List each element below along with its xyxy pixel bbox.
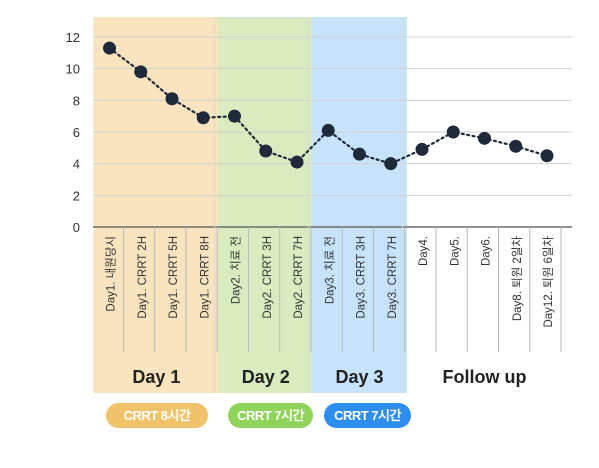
badge-day2-crrt: CRRT 7시간 (228, 403, 313, 428)
x-tick-label: Day3. 치료 전 (323, 236, 336, 304)
data-point (509, 139, 523, 153)
x-tick-label: Day3. CRRT 3H (356, 236, 368, 319)
x-tick-label: Day12. 퇴원 6일차 (541, 236, 555, 328)
group-label-1: Day 1 (132, 367, 180, 387)
data-point (165, 92, 179, 106)
x-tick-label: Day1. CRRT 8H (199, 236, 211, 319)
data-point (446, 125, 460, 139)
data-point (259, 144, 273, 158)
x-tick-label: Day2. CRRT 3H (262, 236, 274, 319)
series-line (108, 46, 549, 165)
x-tick-label: Day4. (418, 236, 430, 266)
x-tick-label: Day8. 퇴원 2일차 (510, 236, 524, 322)
group-label-3: Day 3 (335, 367, 383, 387)
y-tick-label: 6 (73, 125, 80, 140)
data-point (353, 147, 366, 161)
badge-day1-crrt: CRRT 8시간 (106, 403, 208, 428)
data-point (196, 111, 210, 125)
y-tick-label: 4 (73, 157, 80, 172)
x-tick-label: Day1. CRRT 2H (137, 236, 149, 319)
x-tick-label: Day1. 내원당시 (104, 236, 118, 312)
y-tick-label: 0 (73, 220, 80, 235)
data-point (134, 65, 148, 79)
group-band-3 (312, 17, 407, 393)
data-point (384, 157, 398, 171)
x-tick-label: Day2. CRRT 7H (293, 236, 305, 319)
x-tick-label: Day3. CRRT 7H (387, 236, 399, 319)
y-tick-label: 2 (73, 188, 80, 203)
group-band-2 (218, 17, 314, 393)
data-point (321, 123, 335, 137)
data-point (228, 109, 241, 123)
data-point (415, 142, 429, 156)
x-tick-label: Day5. (449, 236, 461, 266)
x-tick-label: Day6. (481, 236, 493, 266)
data-point (478, 131, 491, 145)
data-point (540, 149, 554, 163)
x-tick-label: Day2. 치료 전 (230, 236, 243, 304)
y-tick-label: 10 (66, 62, 80, 77)
y-tick-label: 12 (66, 30, 80, 45)
y-tick-label: 8 (73, 93, 80, 108)
group-label-4: Follow up (443, 367, 527, 387)
data-point (290, 155, 304, 169)
data-point (103, 41, 116, 55)
x-tick-label: Day1. CRRT 5H (168, 236, 180, 319)
group-label-2: Day 2 (242, 367, 290, 387)
group-band-1 (93, 17, 220, 393)
badge-day3-crrt: CRRT 7시간 (324, 403, 411, 428)
